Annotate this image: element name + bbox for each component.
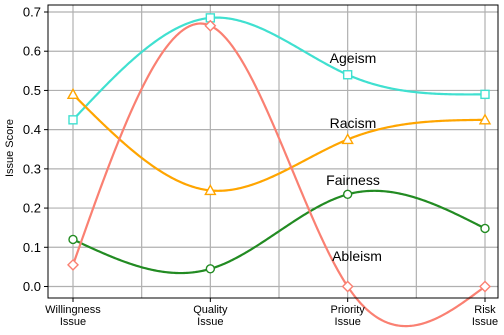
marker-racism	[478, 113, 492, 125]
y-tick-label: 0.3	[23, 161, 41, 176]
marker-ableism	[204, 19, 217, 32]
series-labels: Ageism Racism Fairness Ableism	[326, 50, 382, 264]
x-tick-label: Quality Issue	[193, 304, 228, 328]
marker-ageism	[342, 70, 353, 80]
y-tick-label: 0.2	[23, 201, 41, 216]
marker-fairness	[68, 234, 78, 245]
series-line-racism	[72, 93, 486, 192]
y-axis-title: Issue Score	[4, 119, 16, 177]
y-tick-label: 0.5	[23, 83, 41, 98]
marker-fairness	[480, 223, 490, 234]
marker-racism	[341, 133, 354, 145]
marker-racism	[66, 87, 80, 100]
series-line-ageism	[72, 16, 486, 121]
series-line-fairness	[72, 189, 486, 275]
x-tick-label: Priority Issue	[331, 304, 366, 328]
marker-fairness	[342, 189, 353, 200]
marker-fairness	[205, 264, 216, 274]
y-tick-label: 0.7	[23, 5, 41, 20]
x-tick-label: Risk Issue	[472, 304, 498, 328]
marker-racism	[204, 183, 217, 196]
axes: 0.0 0.1 0.2 0.3 0.4 0.5 0.6 0.7 Willingness Issue…	[23, 4, 499, 328]
series-label-ableism: Ableism	[332, 248, 382, 264]
marker-ageism	[480, 89, 490, 100]
series-line-ableism	[71, 22, 486, 328]
plot-frame	[47, 4, 499, 299]
x-tick-label: Willingness Issue	[45, 304, 101, 328]
series-label-racism: Racism	[330, 115, 377, 131]
marker-ableism	[341, 280, 354, 293]
y-tick-label: 0.1	[23, 240, 41, 255]
marker-ageism	[68, 115, 78, 125]
y-tick-label: 0.0	[23, 279, 41, 294]
series-layer	[71, 16, 486, 328]
marker-layer	[66, 13, 492, 293]
marker-ableism	[67, 258, 79, 271]
series-label-ageism: Ageism	[330, 50, 377, 66]
y-tick-label: 0.4	[23, 122, 41, 137]
series-label-fairness: Fairness	[326, 172, 380, 188]
y-tick-label: 0.6	[23, 44, 41, 59]
marker-ableism	[479, 280, 491, 293]
